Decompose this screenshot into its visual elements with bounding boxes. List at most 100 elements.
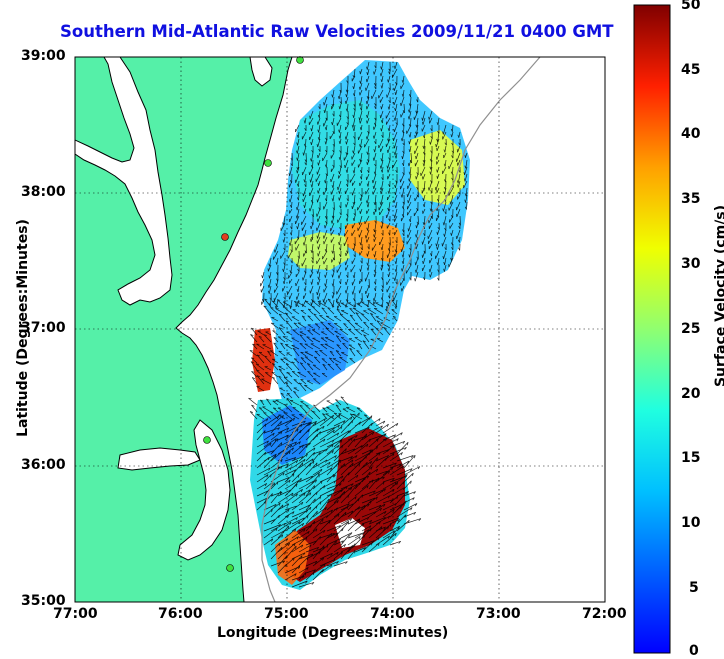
velocity-arrow (325, 124, 328, 131)
velocity-arrow (258, 407, 265, 413)
velocity-arrow-head (350, 532, 353, 536)
velocity-arrow-head (367, 426, 370, 430)
velocity-arrow-head (340, 439, 343, 443)
velocity-arrow-head (463, 178, 466, 182)
velocity-arrow (347, 482, 362, 490)
velocity-arrow-head (263, 412, 267, 414)
velocity-arrow-head (312, 572, 315, 576)
velocity-arrow (400, 82, 405, 89)
velocity-arrow (354, 461, 368, 476)
velocity-arrow-head (291, 438, 294, 442)
velocity-arrow (270, 504, 284, 518)
velocity-arrow-head (296, 236, 299, 240)
velocity-arrow (298, 462, 312, 476)
velocity-arrow-head (339, 114, 342, 118)
velocity-arrow (333, 420, 346, 427)
velocity-arrow (374, 166, 377, 175)
velocity-arrow (325, 315, 335, 322)
velocity-arrow-head (456, 180, 459, 184)
velocity-arrow-head (429, 274, 431, 278)
velocity-arrow (345, 250, 349, 257)
velocity-arrow (359, 68, 363, 75)
velocity-arrow-head (372, 431, 375, 435)
velocity-arrow (407, 229, 412, 238)
velocity-arrow-head (386, 423, 389, 427)
velocity-arrow-head (458, 169, 461, 173)
velocity-arrow (409, 250, 412, 258)
velocity-arrow (335, 404, 342, 413)
radar-stations (203, 56, 304, 572)
velocity-arrow (340, 456, 353, 462)
velocity-arrow (395, 264, 398, 272)
velocity-arrow-head (349, 347, 353, 350)
velocity-arrow (273, 250, 279, 260)
velocity-arrow (417, 187, 419, 198)
velocity-arrow (317, 117, 321, 125)
velocity-arrow (300, 351, 307, 357)
velocity-arrow (352, 117, 356, 128)
velocity-arrow (375, 302, 384, 308)
velocity-arrow (284, 447, 294, 455)
velocity-arrow-head (296, 288, 299, 293)
velocity-arrow (317, 264, 321, 274)
velocity-arrow-head (295, 493, 298, 497)
velocity-arrow (310, 173, 314, 183)
velocity-arrow (395, 257, 398, 265)
velocity-arrow-head (306, 515, 309, 519)
velocity-arrow-head (399, 463, 402, 467)
velocity-arrow (367, 300, 377, 308)
velocity-arrow-head (298, 521, 301, 525)
velocity-arrow (333, 544, 346, 553)
velocity-arrow (271, 371, 279, 378)
velocity-arrow-head (415, 124, 418, 128)
velocity-arrow (340, 396, 349, 406)
velocity-arrow-head (312, 306, 316, 308)
velocity-arrow (339, 166, 342, 175)
velocity-arrow-head (347, 503, 350, 507)
velocity-arrow-head (264, 298, 268, 301)
velocity-arrow-head (293, 557, 295, 561)
velocity-arrow-head (392, 530, 395, 534)
velocity-arrow-head (422, 159, 425, 163)
velocity-arrow-head (392, 315, 396, 318)
velocity-arrow-head (345, 218, 348, 222)
velocity-arrow-head (400, 248, 402, 252)
velocity-arrow (347, 518, 360, 525)
velocity-arrow-head (333, 488, 336, 492)
velocity-arrow-head (369, 438, 371, 442)
velocity-arrow-head (388, 232, 391, 236)
velocity-arrow-head (278, 350, 282, 352)
velocity-arrow (346, 215, 349, 222)
velocity-arrow-head (264, 452, 267, 456)
velocity-arrow (256, 452, 266, 462)
velocity-arrow-head (352, 545, 355, 548)
velocity-arrow (428, 215, 433, 224)
velocity-arrow (303, 250, 307, 257)
velocity-arrow-head (347, 494, 350, 498)
y-tick-label: 36:00 (21, 457, 66, 473)
velocity-arrow (338, 236, 342, 246)
velocity-arrow-head (313, 569, 316, 573)
velocity-arrow (366, 208, 370, 214)
velocity-arrow (387, 250, 391, 258)
velocity-arrow (298, 475, 313, 483)
velocity-arrow-head (416, 207, 419, 211)
velocity-arrow-head (304, 572, 307, 576)
velocity-arrow (315, 173, 321, 182)
velocity-arrow (346, 407, 356, 413)
velocity-arrow-head (305, 580, 308, 584)
velocity-arrow-head (365, 235, 367, 239)
velocity-arrow-head (256, 354, 261, 357)
velocity-arrow (296, 301, 307, 308)
velocity-arrow (428, 243, 433, 250)
velocity-arrow-head (289, 521, 292, 525)
velocity-arrow-head (287, 392, 291, 395)
velocity-arrow-head (381, 289, 384, 293)
velocity-arrow-head (296, 134, 299, 138)
velocity-arrow (341, 352, 349, 357)
velocity-arrow-head (437, 226, 440, 230)
velocity-arrow-head (303, 492, 306, 496)
velocity-arrow-head (408, 171, 411, 175)
plot-frame (74, 56, 606, 603)
velocity-arrow-head (297, 255, 300, 259)
